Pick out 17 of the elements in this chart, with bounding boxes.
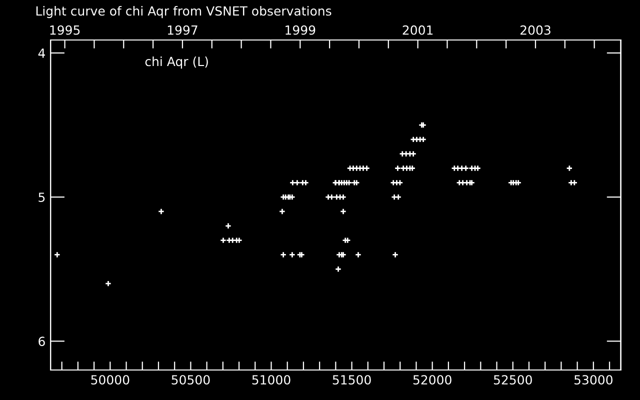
- x-tick-label: 50000: [91, 375, 130, 385]
- x2-tick-label: 1995: [50, 25, 80, 35]
- x-tick-label: 52500: [494, 375, 532, 385]
- x-tick-label: 52000: [413, 375, 452, 385]
- x2-tick-label: 2003: [520, 25, 550, 35]
- annotation: chi Aqr (L): [145, 56, 208, 69]
- x2-tick-label: 2001: [402, 25, 433, 35]
- y-tick-label: 4: [38, 48, 45, 58]
- x-tick-label: 53000: [574, 375, 612, 385]
- x2-tick-label: 1997: [168, 25, 198, 35]
- x-tick-label: 50500: [172, 375, 210, 385]
- y-tick-label: 6: [38, 336, 45, 346]
- x-tick-label: 51000: [252, 375, 290, 385]
- x-tick-label: 51500: [332, 375, 371, 385]
- y-tick-label: 5: [38, 192, 45, 202]
- chart-title: Light curve of chi Aqr from VSNET observations: [36, 6, 332, 18]
- x2-tick-label: 1999: [286, 25, 316, 35]
